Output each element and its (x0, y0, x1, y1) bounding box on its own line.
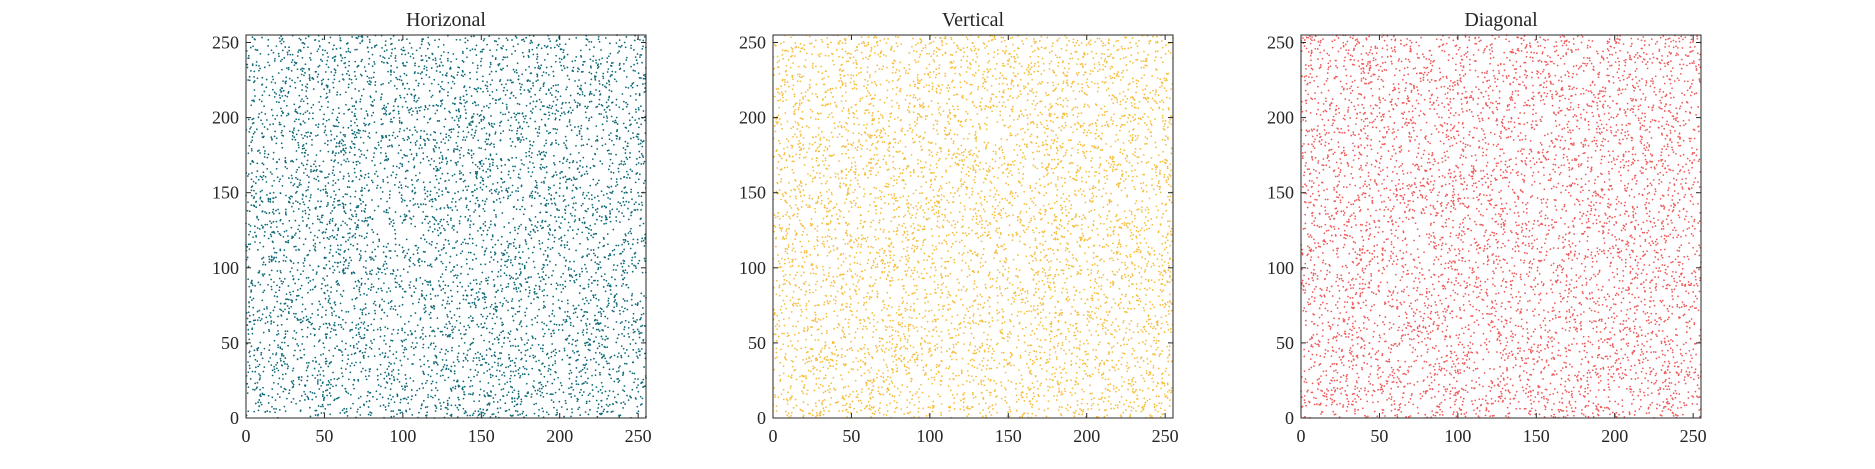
subplot-vertical-ytick-label: 150 (739, 183, 766, 203)
subplot-diagonal-xtick-label: 0 (1297, 426, 1306, 446)
subplot-horizontal-ytick-label: 200 (212, 108, 239, 128)
subplot-diagonal-ytick-label: 100 (1267, 258, 1294, 278)
subplot-horizontal: 0 50 100 150 200 250 0 50 100 150 200 250 Horizonal (212, 9, 652, 446)
subplot-diagonal-xtick-label: 200 (1601, 426, 1628, 446)
subplot-vertical-ticks: 0 50 100 150 200 250 0 50 100 150 200 250 (739, 33, 1179, 446)
subplot-diagonal: 0 50 100 150 200 250 0 50 100 150 200 250 Diagonal (1267, 9, 1707, 446)
subplot-horizontal-frame (245, 34, 647, 419)
subplot-vertical-ytick-label: 100 (739, 258, 766, 278)
subplot-diagonal-title: Diagonal (1464, 9, 1538, 31)
subplot-horizontal-xtick-label: 150 (468, 426, 495, 446)
subplot-horizontal-scatter-series (245, 34, 647, 419)
subplot-horizontal-title: Horizonal (406, 9, 486, 31)
subplot-vertical-xtick-label: 0 (769, 426, 778, 446)
subplot-vertical-xtick-label: 200 (1073, 426, 1100, 446)
subplot-horizontal-xtick-label: 0 (242, 426, 251, 446)
subplot-diagonal-ytick-label: 0 (1285, 408, 1294, 428)
subplot-horizontal-ytick-label: 100 (212, 258, 239, 278)
subplot-horizontal-points (245, 34, 647, 419)
subplot-horizontal-ytick-label: 50 (221, 333, 239, 353)
subplot-vertical-xtick-label: 50 (842, 426, 860, 446)
subplot-horizontal-xtick-label: 250 (625, 426, 652, 446)
subplot-diagonal-xtick-label: 250 (1680, 426, 1707, 446)
subplot-vertical-ytick-label: 50 (748, 333, 766, 353)
subplot-diagonal-ticks: 0 50 100 150 200 250 0 50 100 150 200 250 (1267, 33, 1707, 446)
subplot-vertical-ytick-label: 250 (739, 33, 766, 53)
subplot-horizontal-ytick-label: 150 (212, 183, 239, 203)
subplot-diagonal-ytick-label: 150 (1267, 183, 1294, 203)
subplot-vertical-xtick-label: 250 (1152, 426, 1179, 446)
subplot-vertical-title: Vertical (942, 9, 1005, 31)
subplot-diagonal-points (1300, 34, 1702, 419)
subplot-diagonal-frame (1300, 34, 1702, 419)
subplot-diagonal-ytick-label: 200 (1267, 108, 1294, 128)
subplot-horizontal-xtick-label: 50 (315, 426, 333, 446)
subplot-diagonal-scatter-series (1300, 34, 1702, 419)
subplot-vertical-xtick-label: 100 (916, 426, 943, 446)
subplot-horizontal-xtick-label: 100 (389, 426, 416, 446)
subplot-vertical-ytick-label: 0 (757, 408, 766, 428)
subplot-horizontal-ytick-label: 0 (230, 408, 239, 428)
subplot-horizontal-ytick-label: 250 (212, 33, 239, 53)
subplot-diagonal-xtick-label: 50 (1370, 426, 1388, 446)
subplot-diagonal-ytick-label: 250 (1267, 33, 1294, 53)
subplot-vertical-ytick-label: 200 (739, 108, 766, 128)
subplot-vertical: 0 50 100 150 200 250 0 50 100 150 200 250 Vertical (739, 9, 1179, 446)
subplot-diagonal-xtick-label: 100 (1444, 426, 1471, 446)
subplot-horizontal-ticks: 0 50 100 150 200 250 0 50 100 150 200 250 (212, 33, 652, 446)
subplot-horizontal-xtick-label: 200 (546, 426, 573, 446)
subplot-diagonal-xtick-label: 150 (1523, 426, 1550, 446)
subplot-vertical-xtick-label: 150 (995, 426, 1022, 446)
subplot-diagonal-ytick-label: 50 (1276, 333, 1294, 353)
subplot-vertical-frame (772, 34, 1174, 419)
